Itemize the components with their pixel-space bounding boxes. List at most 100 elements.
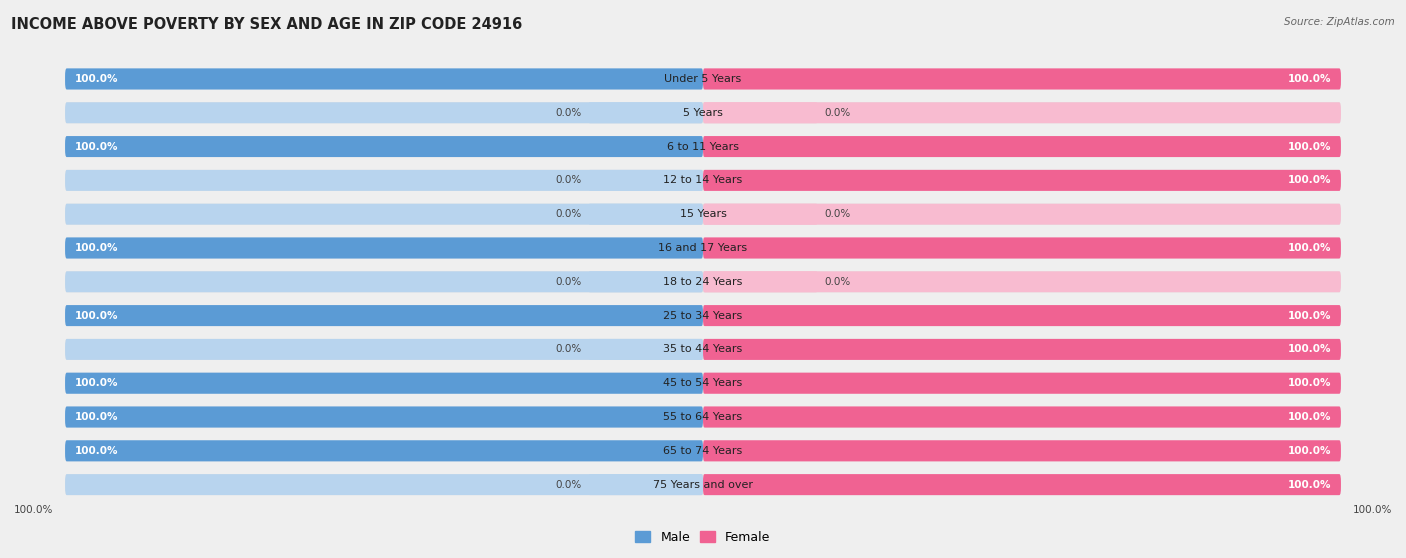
FancyBboxPatch shape xyxy=(703,407,1341,427)
Text: 100.0%: 100.0% xyxy=(1288,311,1331,321)
FancyBboxPatch shape xyxy=(588,204,703,225)
Text: 100.0%: 100.0% xyxy=(1288,74,1331,84)
FancyBboxPatch shape xyxy=(703,373,1341,394)
FancyBboxPatch shape xyxy=(65,204,703,225)
Text: Under 5 Years: Under 5 Years xyxy=(665,74,741,84)
Text: 100.0%: 100.0% xyxy=(75,412,118,422)
FancyBboxPatch shape xyxy=(703,440,1341,461)
Text: 16 and 17 Years: 16 and 17 Years xyxy=(658,243,748,253)
FancyBboxPatch shape xyxy=(65,136,703,157)
FancyBboxPatch shape xyxy=(65,440,703,461)
FancyBboxPatch shape xyxy=(65,407,703,427)
FancyBboxPatch shape xyxy=(588,474,703,495)
FancyBboxPatch shape xyxy=(703,305,1341,326)
Text: 100.0%: 100.0% xyxy=(14,505,53,515)
Text: 65 to 74 Years: 65 to 74 Years xyxy=(664,446,742,456)
Text: 100.0%: 100.0% xyxy=(1288,412,1331,422)
FancyBboxPatch shape xyxy=(703,305,1341,326)
FancyBboxPatch shape xyxy=(703,170,1341,191)
Text: 100.0%: 100.0% xyxy=(1288,142,1331,152)
FancyBboxPatch shape xyxy=(65,136,1341,157)
FancyBboxPatch shape xyxy=(65,339,703,360)
FancyBboxPatch shape xyxy=(703,136,1341,157)
FancyBboxPatch shape xyxy=(703,170,1341,191)
FancyBboxPatch shape xyxy=(703,474,1341,495)
Text: 55 to 64 Years: 55 to 64 Years xyxy=(664,412,742,422)
FancyBboxPatch shape xyxy=(65,373,1341,394)
FancyBboxPatch shape xyxy=(65,102,703,123)
Text: 100.0%: 100.0% xyxy=(1288,175,1331,185)
FancyBboxPatch shape xyxy=(588,102,703,123)
FancyBboxPatch shape xyxy=(65,204,1341,225)
Text: 0.0%: 0.0% xyxy=(555,175,582,185)
FancyBboxPatch shape xyxy=(65,69,703,89)
Text: 100.0%: 100.0% xyxy=(75,243,118,253)
Text: INCOME ABOVE POVERTY BY SEX AND AGE IN ZIP CODE 24916: INCOME ABOVE POVERTY BY SEX AND AGE IN Z… xyxy=(11,17,523,32)
Text: 75 Years and over: 75 Years and over xyxy=(652,480,754,489)
Text: 0.0%: 0.0% xyxy=(824,209,851,219)
Text: 100.0%: 100.0% xyxy=(75,446,118,456)
Text: 100.0%: 100.0% xyxy=(1288,446,1331,456)
Text: 35 to 44 Years: 35 to 44 Years xyxy=(664,344,742,354)
FancyBboxPatch shape xyxy=(588,271,703,292)
Text: 12 to 14 Years: 12 to 14 Years xyxy=(664,175,742,185)
Text: 0.0%: 0.0% xyxy=(824,277,851,287)
FancyBboxPatch shape xyxy=(65,69,703,89)
Text: 0.0%: 0.0% xyxy=(555,108,582,118)
Text: 45 to 54 Years: 45 to 54 Years xyxy=(664,378,742,388)
Text: 100.0%: 100.0% xyxy=(1288,344,1331,354)
Legend: Male, Female: Male, Female xyxy=(630,526,776,549)
Text: 100.0%: 100.0% xyxy=(75,311,118,321)
FancyBboxPatch shape xyxy=(703,204,1341,225)
FancyBboxPatch shape xyxy=(703,69,1341,89)
Text: 25 to 34 Years: 25 to 34 Years xyxy=(664,311,742,321)
FancyBboxPatch shape xyxy=(65,407,1341,427)
FancyBboxPatch shape xyxy=(703,204,818,225)
Text: Source: ZipAtlas.com: Source: ZipAtlas.com xyxy=(1284,17,1395,27)
Text: 100.0%: 100.0% xyxy=(1353,505,1392,515)
FancyBboxPatch shape xyxy=(588,170,703,191)
FancyBboxPatch shape xyxy=(65,271,1341,292)
FancyBboxPatch shape xyxy=(703,407,1341,427)
FancyBboxPatch shape xyxy=(703,238,1341,258)
FancyBboxPatch shape xyxy=(703,271,818,292)
Text: 100.0%: 100.0% xyxy=(75,378,118,388)
FancyBboxPatch shape xyxy=(65,373,703,394)
FancyBboxPatch shape xyxy=(65,474,703,495)
FancyBboxPatch shape xyxy=(703,339,1341,360)
FancyBboxPatch shape xyxy=(703,136,1341,157)
FancyBboxPatch shape xyxy=(588,339,703,360)
FancyBboxPatch shape xyxy=(703,440,1341,461)
FancyBboxPatch shape xyxy=(703,238,1341,258)
FancyBboxPatch shape xyxy=(65,440,703,461)
FancyBboxPatch shape xyxy=(65,170,703,191)
Text: 15 Years: 15 Years xyxy=(679,209,727,219)
Text: 0.0%: 0.0% xyxy=(555,209,582,219)
FancyBboxPatch shape xyxy=(703,102,818,123)
FancyBboxPatch shape xyxy=(703,339,1341,360)
Text: 100.0%: 100.0% xyxy=(75,74,118,84)
Text: 18 to 24 Years: 18 to 24 Years xyxy=(664,277,742,287)
FancyBboxPatch shape xyxy=(65,69,1341,89)
FancyBboxPatch shape xyxy=(65,136,703,157)
Text: 100.0%: 100.0% xyxy=(1288,243,1331,253)
Text: 100.0%: 100.0% xyxy=(1288,480,1331,489)
Text: 100.0%: 100.0% xyxy=(75,142,118,152)
FancyBboxPatch shape xyxy=(65,238,1341,258)
FancyBboxPatch shape xyxy=(65,238,703,258)
FancyBboxPatch shape xyxy=(65,373,703,394)
FancyBboxPatch shape xyxy=(65,305,703,326)
Text: 0.0%: 0.0% xyxy=(555,480,582,489)
FancyBboxPatch shape xyxy=(703,69,1341,89)
FancyBboxPatch shape xyxy=(703,271,1341,292)
Text: 0.0%: 0.0% xyxy=(555,277,582,287)
FancyBboxPatch shape xyxy=(65,271,703,292)
FancyBboxPatch shape xyxy=(65,102,1341,123)
Text: 6 to 11 Years: 6 to 11 Years xyxy=(666,142,740,152)
FancyBboxPatch shape xyxy=(65,474,1341,495)
Text: 0.0%: 0.0% xyxy=(555,344,582,354)
Text: 5 Years: 5 Years xyxy=(683,108,723,118)
FancyBboxPatch shape xyxy=(65,440,1341,461)
FancyBboxPatch shape xyxy=(65,305,703,326)
FancyBboxPatch shape xyxy=(703,474,1341,495)
